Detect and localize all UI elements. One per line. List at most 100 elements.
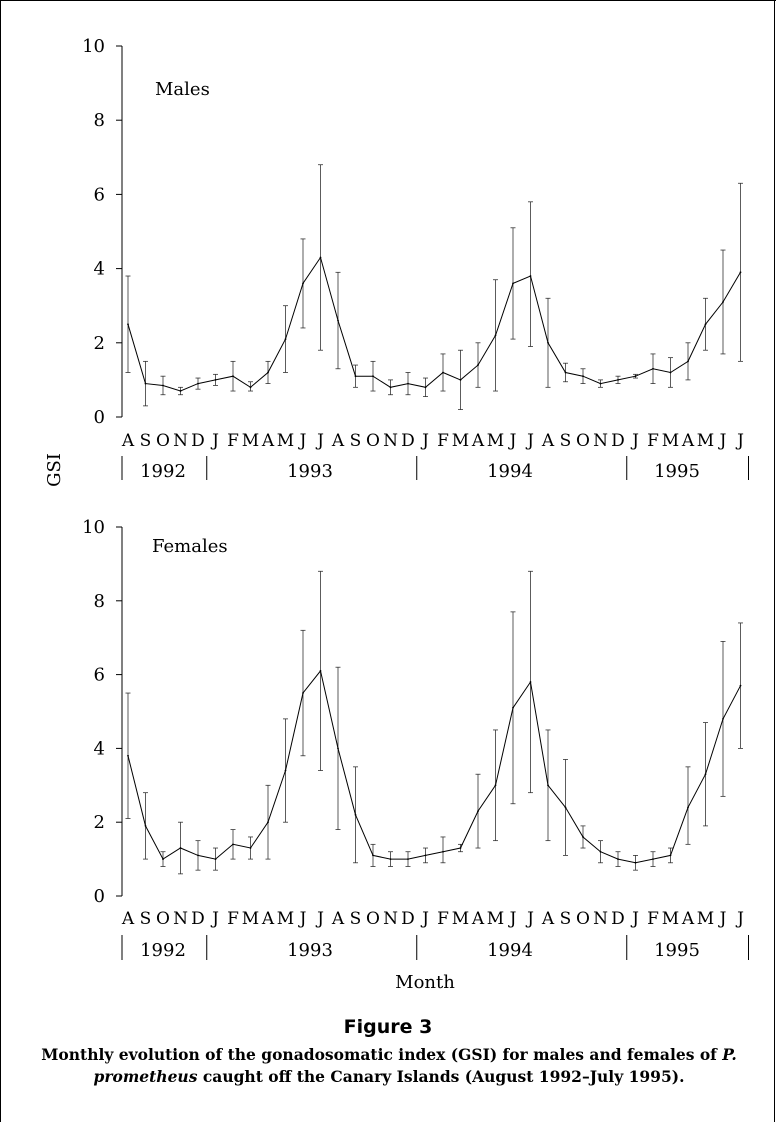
- month-tick-label: O: [156, 909, 170, 929]
- month-tick-label: M: [452, 431, 469, 451]
- month-tick-label: F: [647, 431, 659, 451]
- data-point: [127, 323, 129, 326]
- panel-label: Females: [152, 536, 228, 557]
- data-point: [582, 375, 584, 378]
- y-axis-title: GSI: [44, 453, 65, 487]
- y-tick-label: 0: [94, 407, 105, 428]
- month-tick-label: J: [718, 909, 727, 929]
- data-point: [704, 323, 707, 326]
- month-tick-label: M: [242, 909, 259, 929]
- month-tick-label: M: [487, 909, 504, 929]
- data-point: [284, 338, 287, 340]
- month-tick-label: J: [315, 431, 324, 451]
- year-label: 1994: [487, 461, 533, 482]
- month-tick-label: A: [331, 909, 345, 929]
- month-tick-label: J: [298, 909, 307, 929]
- month-tick-label: S: [140, 431, 152, 451]
- data-point: [547, 341, 549, 344]
- month-tick-label: F: [227, 909, 239, 929]
- month-tick-label: D: [191, 909, 205, 929]
- month-tick-label: A: [541, 431, 555, 451]
- data-point: [512, 282, 514, 285]
- data-point: [407, 858, 409, 860]
- month-tick-label: A: [121, 909, 135, 929]
- month-tick-label: M: [697, 909, 714, 929]
- month-tick-label: J: [298, 431, 307, 451]
- y-tick-label: 6: [94, 665, 105, 686]
- month-tick-label: O: [366, 909, 380, 929]
- data-point: [722, 717, 724, 720]
- month-tick-label: J: [420, 909, 429, 929]
- month-tick-label: N: [383, 431, 398, 451]
- y-tick-label: 4: [94, 738, 105, 759]
- data-point: [617, 379, 619, 381]
- data-point: [249, 847, 252, 849]
- month-tick-label: J: [735, 909, 744, 929]
- month-tick-label: J: [420, 431, 429, 451]
- data-point: [372, 854, 374, 857]
- y-tick-label: 8: [94, 110, 105, 131]
- data-point: [564, 806, 567, 809]
- data-point: [512, 706, 514, 709]
- year-label: 1992: [140, 461, 186, 482]
- month-tick-label: N: [173, 431, 188, 451]
- data-point: [144, 824, 147, 827]
- data-point: [197, 382, 199, 385]
- data-point: [582, 836, 584, 838]
- data-point: [284, 769, 287, 772]
- month-tick-label: F: [227, 431, 239, 451]
- month-tick-label: M: [452, 909, 469, 929]
- month-tick-label: O: [156, 431, 170, 451]
- data-point: [529, 275, 532, 277]
- data-point: [617, 858, 619, 860]
- month-tick-label: A: [331, 431, 345, 451]
- caption-text-start: Monthly evolution of the gonadosomatic i…: [41, 1045, 723, 1064]
- year-label: 1995: [654, 940, 700, 961]
- month-tick-label: D: [611, 909, 625, 929]
- figure-caption: Monthly evolution of the gonadosomatic i…: [14, 1044, 764, 1088]
- data-point: [494, 784, 497, 787]
- month-tick-label: N: [383, 909, 398, 929]
- data-point: [459, 847, 462, 849]
- data-point: [529, 681, 532, 683]
- month-tick-label: M: [697, 431, 714, 451]
- gsi-series-line: [127, 256, 741, 392]
- caption-text-end: caught off the Canary Islands (August 19…: [197, 1067, 685, 1086]
- year-label: 1992: [140, 940, 186, 961]
- month-tick-label: F: [647, 909, 659, 929]
- data-point: [669, 854, 672, 857]
- month-tick-label: D: [401, 909, 415, 929]
- data-point: [477, 364, 479, 366]
- month-tick-label: M: [277, 909, 294, 929]
- data-point: [634, 375, 637, 378]
- month-tick-label: J: [630, 909, 639, 929]
- data-point: [162, 384, 164, 387]
- data-point: [319, 670, 322, 672]
- data-point: [267, 821, 269, 824]
- data-point: [389, 858, 392, 860]
- data-point: [442, 371, 444, 374]
- data-point: [162, 858, 164, 860]
- month-tick-label: J: [525, 909, 534, 929]
- data-point: [739, 271, 742, 274]
- data-point: [652, 858, 654, 860]
- year-label: 1993: [287, 461, 333, 482]
- data-point: [722, 301, 724, 303]
- month-tick-label: J: [630, 431, 639, 451]
- y-tick-label: 8: [94, 591, 105, 612]
- data-point: [652, 367, 654, 370]
- month-tick-label: A: [121, 431, 135, 451]
- data-point: [302, 282, 304, 285]
- caption-species-name: P. prometheus: [93, 1045, 737, 1086]
- x-axis-title: Month: [395, 972, 455, 993]
- month-tick-label: A: [261, 431, 275, 451]
- data-point: [687, 360, 689, 363]
- month-tick-label: M: [242, 431, 259, 451]
- data-point: [127, 754, 129, 757]
- figure-frame-top: [0, 0, 776, 1]
- figure-frame-left: [0, 0, 1, 1122]
- month-tick-label: M: [662, 431, 679, 451]
- y-tick-label: 2: [94, 333, 105, 354]
- month-tick-label: M: [487, 431, 504, 451]
